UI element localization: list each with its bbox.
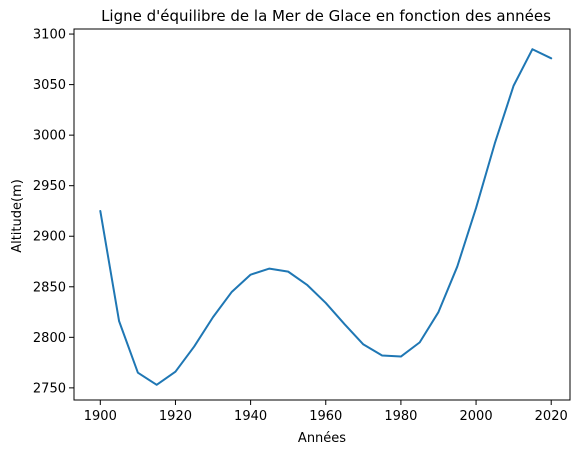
y-tick-label: 2950 [33,179,66,194]
x-tick-label: 1920 [159,409,192,424]
x-tick-label: 1980 [384,409,417,424]
plot-area-frame [73,28,571,401]
y-axis-label: Altitude(m) [10,179,25,253]
x-tick-label: 2000 [460,409,493,424]
x-tick-label: 1940 [234,409,267,424]
y-tick-label: 2900 [33,230,66,245]
y-tick-label: 2800 [33,331,66,346]
x-tick-label: 1960 [309,409,342,424]
x-axis-label: Années [298,431,346,446]
y-tick-label: 2850 [33,280,66,295]
ticks-layer: 1900 1920 1940 1960 1980 2000 2020 2750 2800 2850… [33,28,568,424]
y-tick-label: 3050 [33,78,66,93]
x-tick-label: 1900 [84,409,117,424]
y-tick-label: 2750 [33,381,66,396]
points-layer [100,49,552,385]
x-tick-label: 2020 [535,409,568,424]
y-tick-label: 3000 [33,129,66,144]
chart-title: Ligne d'équilibre de la Mer de Glace en … [101,7,551,25]
y-tick-label: 3100 [33,28,66,43]
